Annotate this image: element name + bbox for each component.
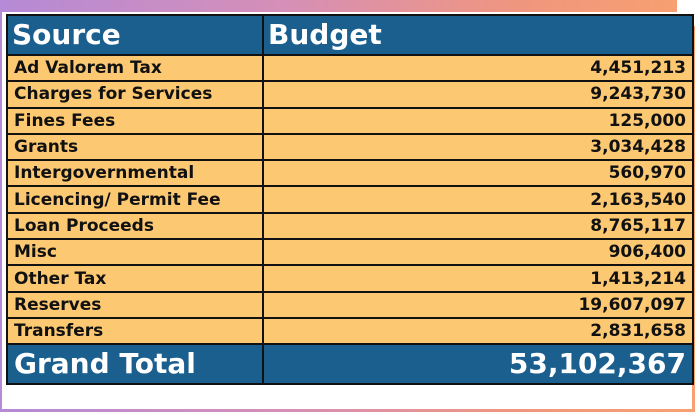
- budget-cell: 2,163,540: [262, 185, 694, 214]
- table-row: Other Tax 1,413,214: [6, 264, 694, 293]
- table-row: Loan Proceeds 8,765,117: [6, 211, 694, 241]
- budget-cell: 3,034,428: [262, 132, 694, 162]
- budget-table: Source Budget Ad Valorem Tax 4,451,213 Cha…: [6, 14, 694, 386]
- budget-cell: 2,831,658: [262, 316, 694, 346]
- budget-cell: 906,400: [262, 238, 694, 267]
- source-cell: Ad Valorem Tax: [6, 53, 264, 83]
- source-cell: Intergovernmental: [6, 159, 264, 188]
- table-row: Licencing/ Permit Fee 2,163,540: [6, 185, 694, 214]
- budget-cell: 8,765,117: [262, 211, 694, 241]
- grand-total-label: Grand Total: [6, 343, 264, 386]
- table-row: Ad Valorem Tax 4,451,213: [6, 53, 694, 83]
- table-row: Misc 906,400: [6, 238, 694, 267]
- table-row: Intergovernmental 560,970: [6, 159, 694, 188]
- source-cell: Reserves: [6, 290, 264, 319]
- source-cell: Charges for Services: [6, 80, 264, 109]
- budget-cell: 19,607,097: [262, 290, 694, 319]
- source-cell: Grants: [6, 132, 264, 162]
- table-row: Fines Fees 125,000: [6, 106, 694, 135]
- budget-cell: 4,451,213: [262, 53, 694, 83]
- grand-total-row: Grand Total 53,102,367: [6, 343, 694, 386]
- budget-cell: 125,000: [262, 106, 694, 135]
- header-row: Source Budget: [6, 14, 694, 56]
- source-cell: Misc: [6, 238, 264, 267]
- header-budget: Budget: [262, 14, 694, 56]
- source-cell: Fines Fees: [6, 106, 264, 135]
- source-cell: Loan Proceeds: [6, 211, 264, 241]
- source-cell: Transfers: [6, 316, 264, 346]
- budget-cell: 560,970: [262, 159, 694, 188]
- header-source: Source: [6, 14, 264, 56]
- table-row: Charges for Services 9,243,730: [6, 80, 694, 109]
- source-cell: Other Tax: [6, 264, 264, 293]
- budget-cell: 1,413,214: [262, 264, 694, 293]
- budget-cell: 9,243,730: [262, 80, 694, 109]
- source-cell: Licencing/ Permit Fee: [6, 185, 264, 214]
- table-row: Reserves 19,607,097: [6, 290, 694, 319]
- table-row: Grants 3,034,428: [6, 132, 694, 162]
- table-row: Transfers 2,831,658: [6, 316, 694, 346]
- grand-total-value: 53,102,367: [262, 343, 694, 386]
